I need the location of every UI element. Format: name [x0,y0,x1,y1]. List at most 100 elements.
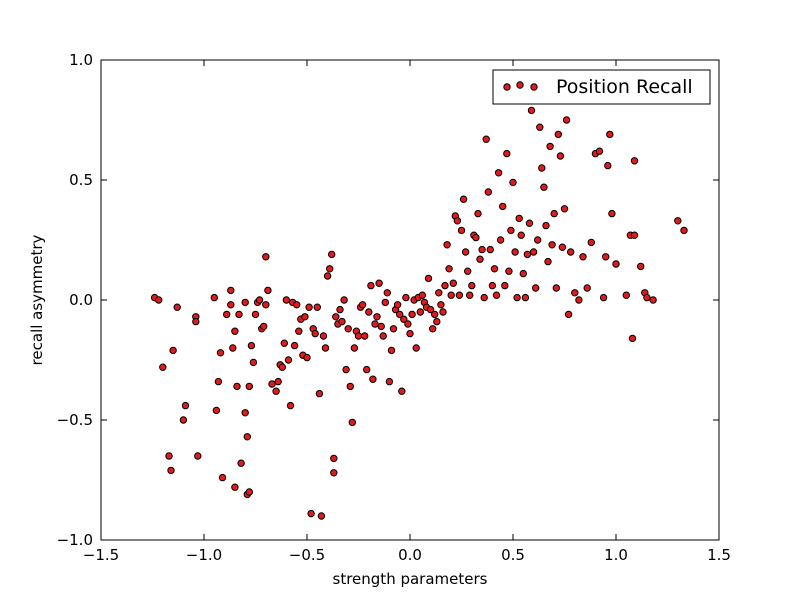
data-point [496,236,505,244]
data-point [363,365,371,374]
x-tick-label: −1.0 [186,546,222,564]
data-point [169,346,177,355]
data-point [173,303,181,311]
data-point [389,325,398,333]
data-point [556,152,565,160]
data-point [328,250,336,259]
data-point [301,313,309,321]
data-point [231,483,239,491]
data-point [402,293,410,302]
x-tick-label: −1.5 [83,546,119,564]
x-tick-label: 1.0 [604,546,628,564]
data-point [227,286,235,295]
data-point [404,320,412,328]
data-point [447,291,455,299]
data-point [321,344,330,352]
data-point [503,149,511,158]
data-point [538,164,546,172]
y-axis-label: recall asymmetry [28,234,46,365]
data-point [216,349,225,357]
data-point [606,130,614,139]
data-point [192,317,200,326]
data-point [241,298,249,307]
data-point [509,178,517,187]
data-point [630,231,639,239]
data-point [437,301,445,309]
data-point [445,265,453,273]
x-tick-label: 0.5 [501,546,525,564]
data-point [459,195,468,203]
data-point [235,310,243,319]
data-point [227,301,235,309]
data-point [536,123,544,131]
y-tick-label: 0.5 [69,171,93,189]
y-tick-label: 1.0 [69,51,93,69]
data-point [293,301,301,309]
legend-box [492,69,711,105]
data-point [501,281,509,290]
data-point [564,310,573,319]
data-point [457,226,466,235]
data-point [251,310,260,319]
data-point [472,233,480,242]
data-point [464,267,472,275]
data-point [155,296,163,304]
ticks-layer: −1.5 −1.0 −0.5 0.0 0.5 1.0 1.5−1.0−0.50.00.51.… [57,51,731,564]
data-point [466,291,474,299]
data-point [338,317,346,326]
y-tick-label: −0.5 [57,411,93,429]
data-point [214,377,223,386]
data-point [494,169,503,177]
data-point [480,293,488,302]
data-point [317,512,326,520]
data-point [268,380,276,388]
data-point [476,255,484,263]
data-point [505,267,513,275]
data-point [159,363,167,371]
x-axis-label: strength parameters [333,570,488,588]
data-point [468,281,476,290]
data-point [488,281,497,290]
data-point [534,236,542,244]
data-point [223,310,231,319]
data-point [453,217,462,225]
data-point [262,301,270,309]
data-point [630,157,639,165]
y-tick-label: −1.0 [57,531,93,549]
data-point [307,509,315,518]
data-point [295,327,303,335]
data-point [342,365,350,374]
data-point [406,329,414,338]
data-point [643,293,651,302]
data-point [346,382,354,391]
data-point [525,219,534,227]
data-point [499,202,507,211]
data-point [315,389,324,398]
data-point [435,289,443,297]
data-point [381,298,389,307]
points-layer [150,106,688,520]
data-point [426,305,435,314]
data-point [604,161,612,170]
data-point [358,301,367,309]
x-tick-label: −0.5 [289,546,325,564]
data-point [262,253,270,261]
data-point [507,226,515,235]
data-point [550,209,558,218]
legend: Position Recall [492,69,711,105]
data-point [245,488,254,496]
data-point [571,289,579,297]
data-point [371,320,379,328]
data-point [274,377,282,386]
data-point [332,313,340,321]
data-point [233,382,241,391]
data-point [278,363,286,371]
data-point [245,382,254,391]
data-point [567,248,575,256]
data-point [255,296,264,304]
data-point [519,269,527,278]
plot-background [101,60,719,540]
data-point [548,241,556,249]
data-point [511,248,519,256]
data-point [649,296,657,304]
